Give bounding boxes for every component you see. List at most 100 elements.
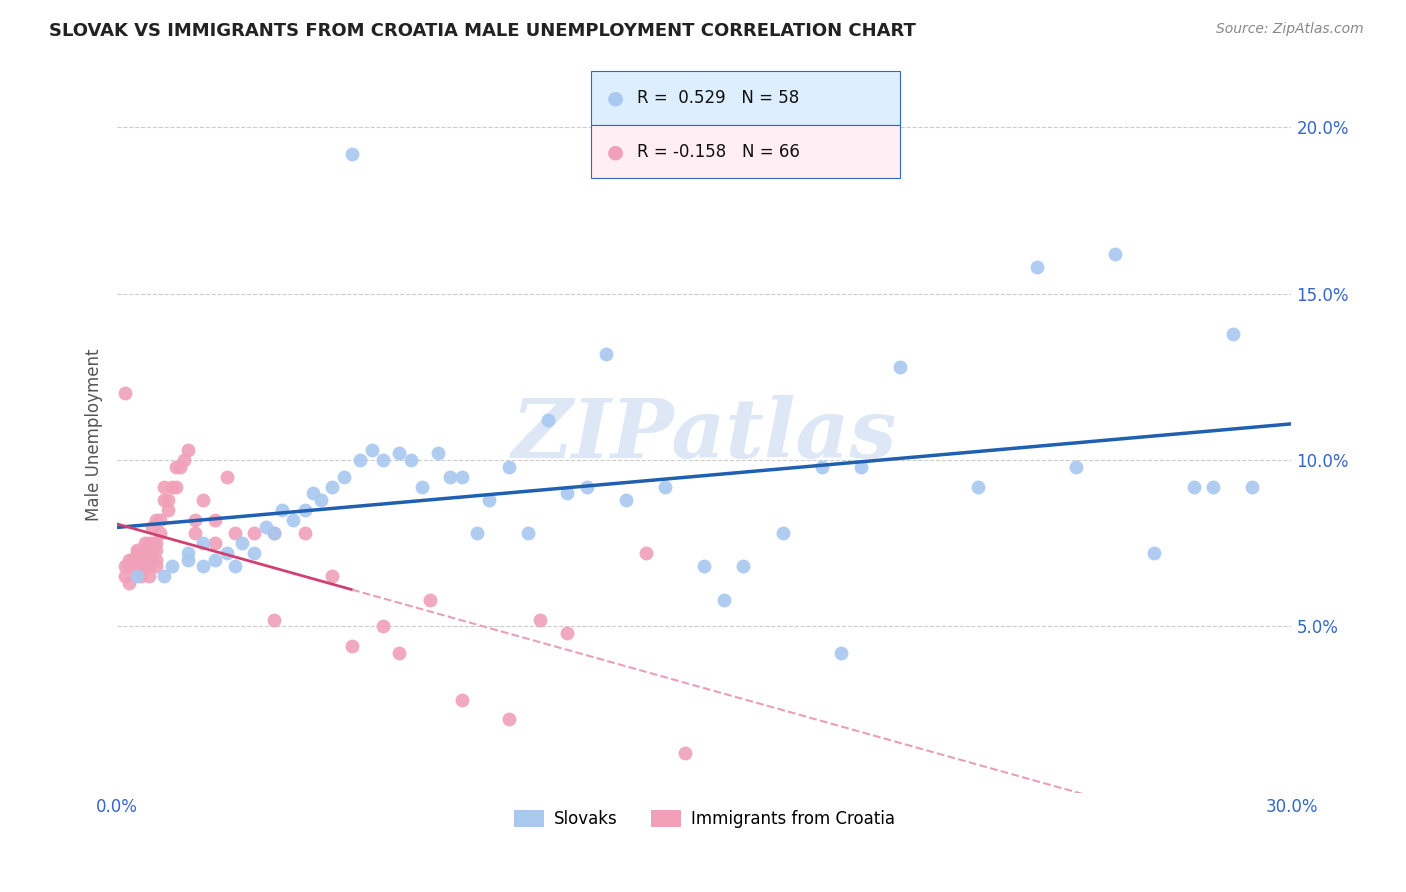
Point [184,526,207,541]
Point [224,559,246,574]
Point [498,713,520,727]
Point [114,559,136,574]
Point [614,492,637,507]
Point [243,526,266,541]
Point [321,569,343,583]
Point [125,563,148,577]
Point [673,746,696,760]
Point [1202,480,1225,494]
Point [595,346,617,360]
Point [134,536,156,550]
Point [713,592,735,607]
Point [830,646,852,660]
Text: SLOVAK VS IMMIGRANTS FROM CROATIA MALE UNEMPLOYMENT CORRELATION CHART: SLOVAK VS IMMIGRANTS FROM CROATIA MALE U… [49,22,917,40]
Point [204,536,226,550]
Point [537,413,560,427]
Point [1143,546,1166,560]
Point [165,459,187,474]
Point [1182,480,1205,494]
Point [1064,459,1087,474]
Point [450,692,472,706]
Text: Source: ZipAtlas.com: Source: ZipAtlas.com [1216,22,1364,37]
Point [176,546,198,560]
Point [439,469,461,483]
Point [849,459,872,474]
Point [419,592,441,607]
Point [654,480,676,494]
Point [321,480,343,494]
Point [129,569,152,583]
Point [349,453,371,467]
Point [145,542,167,557]
Point [634,546,657,560]
Point [1222,326,1244,341]
Point [889,359,911,374]
Point [309,492,332,507]
Point [118,553,141,567]
Point [557,486,579,500]
Point [1241,480,1264,494]
Point [141,519,163,533]
Point [125,569,148,583]
Point [176,553,198,567]
Point [231,536,253,550]
Point [138,559,160,574]
Point [263,526,285,541]
Point [215,546,238,560]
Point [176,443,198,458]
Point [125,546,148,560]
Point [141,536,163,550]
Point [118,576,141,591]
Point [145,559,167,574]
Point [270,503,292,517]
Point [121,559,143,574]
Point [340,640,363,654]
Legend: Slovaks, Immigrants from Croatia: Slovaks, Immigrants from Croatia [508,803,901,834]
Point [529,613,551,627]
Point [427,446,450,460]
Point [340,147,363,161]
Point [693,559,716,574]
Point [302,486,325,500]
Point [224,526,246,541]
Point [263,526,285,541]
Point [134,559,156,574]
Point [193,536,215,550]
Point [141,546,163,560]
Point [243,546,266,560]
Point [388,446,411,460]
Point [118,559,141,574]
Point [254,519,277,533]
Point [145,553,167,567]
Point [149,513,172,527]
Point [125,559,148,574]
Point [129,559,152,574]
Point [465,526,488,541]
Point [160,559,183,574]
Point [204,513,226,527]
Text: ZIPatlas: ZIPatlas [512,395,897,475]
Text: ●: ● [607,142,624,161]
Point [153,492,176,507]
Point [129,553,152,567]
Point [1026,260,1049,274]
Point [114,386,136,401]
Point [149,526,172,541]
Point [160,480,183,494]
Point [129,546,152,560]
Point [450,469,472,483]
Point [575,480,598,494]
Point [134,553,156,567]
Text: R =  0.529   N = 58: R = 0.529 N = 58 [637,89,799,107]
Point [399,453,422,467]
Point [138,569,160,583]
Point [373,453,395,467]
Y-axis label: Male Unemployment: Male Unemployment [86,349,103,521]
Text: R = -0.158   N = 66: R = -0.158 N = 66 [637,143,800,161]
Point [810,459,832,474]
Text: ●: ● [607,88,624,108]
Point [193,559,215,574]
Point [121,553,143,567]
Point [145,513,167,527]
Point [138,536,160,550]
